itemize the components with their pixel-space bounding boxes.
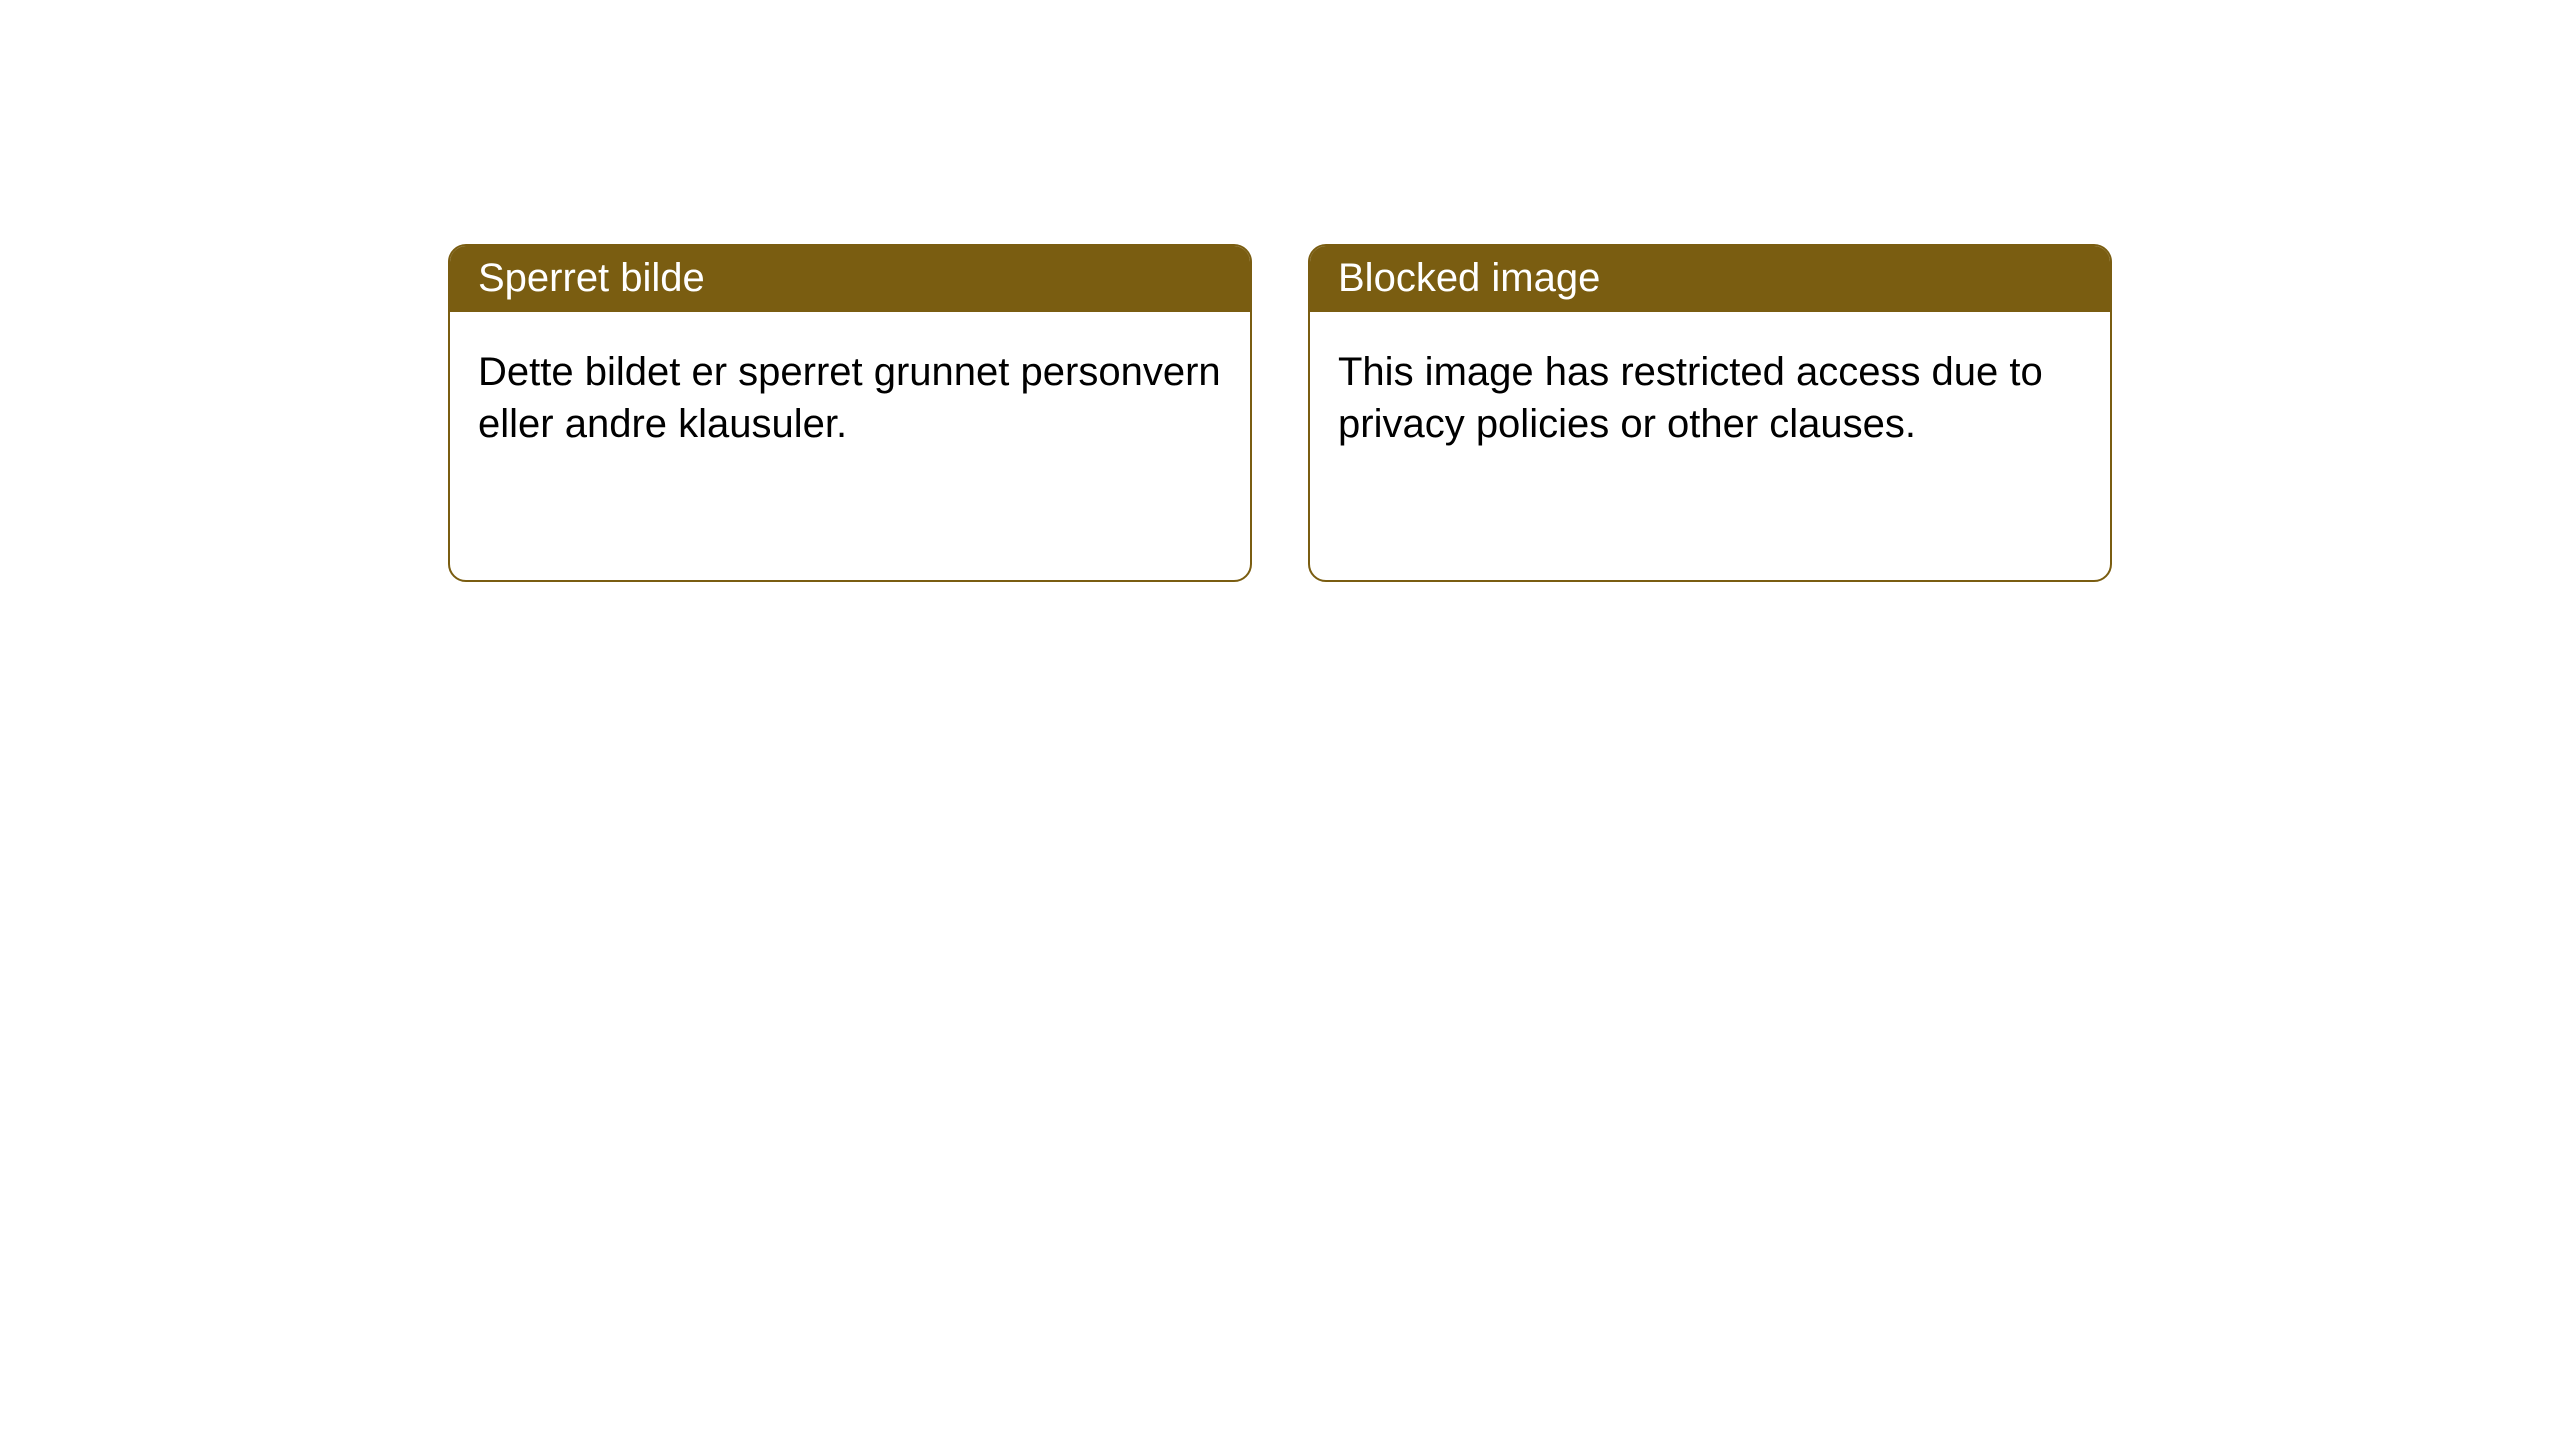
- notice-title-english: Blocked image: [1310, 246, 2110, 312]
- notice-card-english: Blocked image This image has restricted …: [1308, 244, 2112, 582]
- notice-container: Sperret bilde Dette bildet er sperret gr…: [0, 0, 2560, 582]
- notice-title-norwegian: Sperret bilde: [450, 246, 1250, 312]
- notice-card-norwegian: Sperret bilde Dette bildet er sperret gr…: [448, 244, 1252, 582]
- notice-body-norwegian: Dette bildet er sperret grunnet personve…: [450, 312, 1250, 484]
- notice-body-english: This image has restricted access due to …: [1310, 312, 2110, 484]
